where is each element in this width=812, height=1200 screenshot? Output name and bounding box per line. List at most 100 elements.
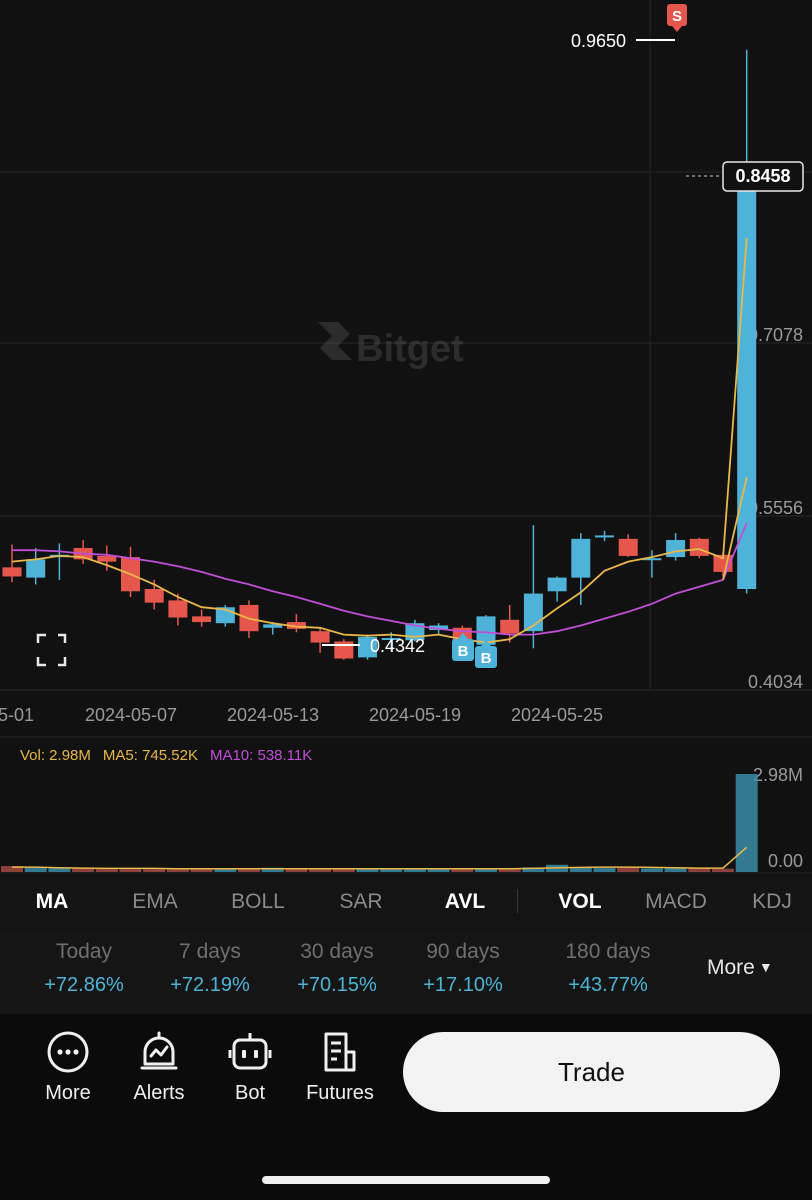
price-axis-label: 0.7078: [748, 325, 803, 345]
perf-7-days[interactable]: 7 days +72.19%: [170, 940, 250, 997]
tab-ma[interactable]: MA: [35, 890, 69, 913]
ma-line-purple: [12, 522, 748, 636]
date-axis-label: 2024-05-13: [227, 705, 319, 725]
tab-sar[interactable]: SAR: [339, 890, 383, 913]
volume-bar: [403, 868, 426, 872]
fullscreen-icon[interactable]: [36, 633, 67, 667]
indicator-tabs: MA EMA BOLL SAR AVL VOL MACD KDJ: [0, 875, 812, 929]
volume-bar: [72, 868, 95, 872]
volume-legend: Vol: 2.98M MA5: 745.52K MA10: 538.11K: [20, 747, 312, 764]
volume-bar: [214, 868, 237, 872]
volume-bar: [356, 868, 379, 872]
perf-90-days[interactable]: 90 days +17.10%: [423, 940, 503, 997]
trade-button[interactable]: Trade: [403, 1032, 780, 1112]
volume-axis-min: 0.00: [768, 851, 803, 871]
perf-value: +70.15%: [297, 974, 377, 996]
price-axis-label: 0.5556: [748, 498, 803, 518]
volume-bar: [640, 868, 663, 872]
volume-bar: [24, 867, 47, 872]
volume-bar: [451, 868, 474, 872]
ma-line-yellow-secondary: [722, 477, 748, 581]
perf-label: 30 days: [300, 940, 374, 963]
volume-bar: [712, 868, 734, 872]
candle-body: [689, 538, 709, 556]
candle-body: [476, 616, 496, 645]
bitget-logo-icon: [318, 322, 352, 360]
candle-body: [263, 624, 283, 628]
nav-futures-button[interactable]: Futures: [295, 1030, 385, 1105]
buy-signal-label: B: [458, 643, 469, 660]
perf-label: 180 days: [565, 940, 651, 963]
buy-signal-label: B: [481, 650, 492, 667]
perf-30-days[interactable]: 30 days +70.15%: [297, 940, 377, 997]
candle-body: [737, 185, 757, 590]
price-axis-label: 0.4034: [748, 672, 803, 692]
candle-body: [168, 600, 188, 618]
volume-bar: [285, 868, 308, 872]
candle-body: [618, 538, 638, 556]
performance-more-button[interactable]: More ▼: [707, 956, 773, 980]
tab-ema[interactable]: EMA: [132, 890, 178, 913]
volume-bar: [119, 868, 142, 872]
tab-avl[interactable]: AVL: [444, 890, 486, 913]
buy-signal-marker[interactable]: B: [475, 640, 497, 668]
sell-signal-label: S: [672, 8, 682, 25]
volume-bar: [190, 868, 213, 872]
candles-layer: [2, 49, 757, 660]
caret-down-icon: ▼: [758, 959, 773, 975]
alert-bell-icon: [140, 1031, 178, 1070]
more-dots-icon: [47, 1031, 89, 1073]
perf-label: 7 days: [179, 940, 241, 963]
date-axis-label: 2024-05-07: [85, 705, 177, 725]
low-price-label: 0.4342: [370, 636, 425, 656]
candle-body: [429, 625, 449, 631]
vol-value: Vol: 2.98M: [20, 747, 91, 764]
performance-bar: Today +72.86% 7 days +72.19% 30 days +70…: [0, 930, 812, 1014]
volume-bar: [593, 868, 616, 872]
candle-body: [2, 567, 22, 577]
nav-bot-button[interactable]: Bot: [205, 1030, 295, 1105]
bitget-watermark: Bitget: [318, 322, 464, 370]
volume-bar: [664, 868, 687, 872]
nav-alerts-label: Alerts: [133, 1082, 185, 1104]
volume-bar: [617, 867, 640, 872]
perf-180-days[interactable]: 180 days +43.77%: [565, 940, 650, 997]
perf-value: +43.77%: [568, 974, 648, 996]
tab-vol[interactable]: VOL: [558, 890, 602, 913]
tab-macd[interactable]: MACD: [645, 890, 707, 913]
candle-body: [192, 616, 212, 623]
price-gridlines: [0, 0, 812, 874]
candle-body: [547, 577, 567, 592]
date-axis-label: 5-01: [0, 705, 34, 725]
volume-bars-layer: [1, 774, 758, 872]
vol-ma5: MA5: 745.52K: [103, 747, 198, 764]
perf-label: 90 days: [426, 940, 500, 963]
volume-bar: [498, 869, 521, 872]
high-price-label: 0.9650: [571, 31, 626, 51]
futures-document-icon: [324, 1032, 356, 1072]
volume-bar: [1, 866, 23, 872]
ma-lines-layer: [11, 237, 748, 644]
sell-signal-marker[interactable]: S: [667, 4, 687, 32]
nav-alerts-button[interactable]: Alerts: [114, 1030, 204, 1105]
current-price-box: [722, 161, 804, 192]
price-chart[interactable]: Bitget 0.7078 0.5556 0.4034 5-01 2024-05…: [0, 0, 812, 875]
perf-value: +17.10%: [423, 974, 503, 996]
tab-boll[interactable]: BOLL: [231, 890, 285, 913]
performance-more-label: More: [707, 956, 755, 979]
volume-bar: [735, 774, 758, 872]
nav-more-button[interactable]: More: [23, 1030, 113, 1105]
volume-ma-line: [12, 846, 748, 870]
nav-futures-label: Futures: [306, 1082, 374, 1104]
volume-bar: [688, 868, 711, 872]
volume-bar: [309, 868, 332, 872]
buy-signal-marker[interactable]: B: [452, 633, 474, 661]
candle-body: [144, 589, 164, 603]
volume-bar: [261, 867, 284, 872]
vol-ma10: MA10: 538.11K: [210, 747, 312, 764]
perf-today[interactable]: Today +72.86%: [44, 940, 124, 997]
candle-body: [358, 636, 377, 658]
tab-kdj[interactable]: KDJ: [752, 890, 792, 913]
tabs-divider: [517, 889, 518, 913]
bot-icon: [228, 1033, 272, 1070]
